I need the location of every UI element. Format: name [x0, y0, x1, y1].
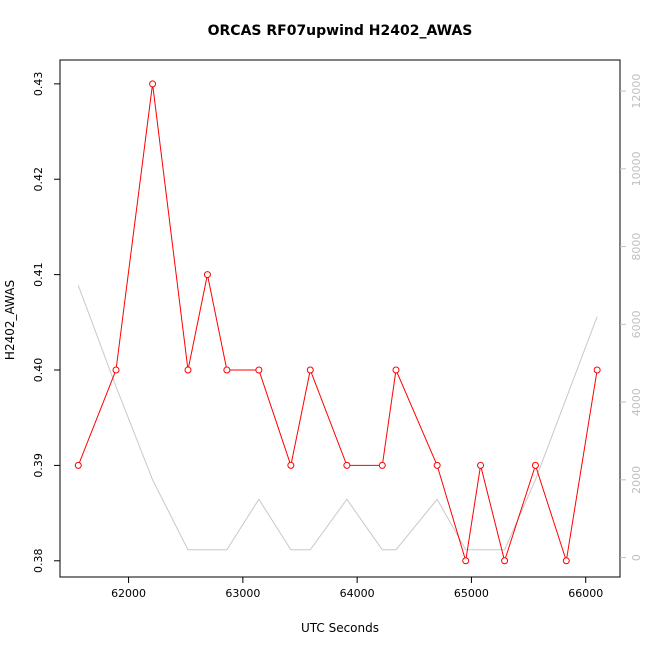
x-tick-label: 65000: [454, 587, 489, 600]
data-point: [501, 557, 509, 565]
series-line-right-axis: [77, 285, 598, 551]
data-point: [255, 366, 263, 374]
x-tick-label: 62000: [111, 587, 146, 600]
data-point: [392, 366, 400, 374]
data-point: [223, 366, 231, 374]
x-axis-label: UTC Seconds: [301, 621, 379, 635]
y2-tick-label: 12000: [630, 74, 643, 109]
data-point: [562, 557, 570, 565]
data-point: [477, 461, 485, 469]
data-point: [343, 461, 351, 469]
y-axis-label: H2402_AWAS: [3, 280, 17, 360]
data-point: [184, 366, 192, 374]
y2-tick-label: 0: [630, 554, 643, 561]
y-tick-label: 0.43: [32, 72, 45, 97]
chart-title: ORCAS RF07upwind H2402_AWAS: [208, 23, 473, 39]
data-point: [203, 271, 211, 279]
y-tick-label: 0.41: [32, 262, 45, 287]
y-axis-right: 0 2000 4000 6000 8000 10000 12000: [620, 74, 643, 561]
series-line-left-axis: [77, 83, 598, 563]
x-tick-label: 63000: [225, 587, 260, 600]
y-axis-left: 0.38 0.39 0.40 0.41 0.42 0.43: [32, 72, 60, 573]
x-axis: 62000 63000 64000 65000 66000: [111, 577, 603, 600]
x-tick-label: 64000: [340, 587, 375, 600]
plot-frame: [59, 59, 621, 578]
y-tick-label: 0.38: [32, 549, 45, 574]
data-point: [593, 366, 601, 374]
y2-tick-label: 2000: [630, 466, 643, 494]
y2-tick-label: 6000: [630, 310, 643, 338]
y-tick-label: 0.42: [32, 167, 45, 192]
y2-tick-label: 8000: [630, 233, 643, 261]
data-point: [74, 461, 82, 469]
y-tick-label: 0.40: [32, 358, 45, 383]
data-point: [433, 461, 441, 469]
data-point: [149, 80, 157, 88]
y2-tick-label: 4000: [630, 388, 643, 416]
y2-tick-label: 10000: [630, 151, 643, 186]
data-point: [287, 461, 295, 469]
data-point: [306, 366, 314, 374]
data-point: [531, 461, 539, 469]
x-tick-label: 66000: [568, 587, 603, 600]
data-point: [112, 366, 120, 374]
y-tick-label: 0.39: [32, 453, 45, 478]
data-point: [378, 461, 386, 469]
series-layer: [74, 80, 601, 565]
data-point: [462, 557, 470, 565]
